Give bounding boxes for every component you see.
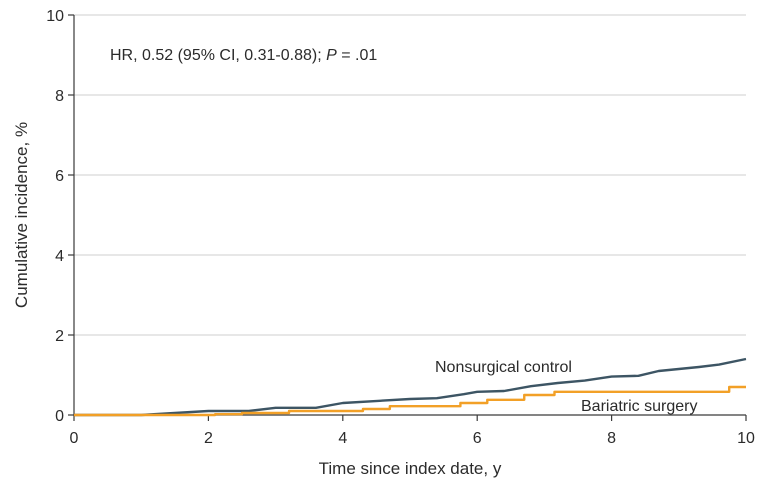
y-tick-label: 4 — [55, 248, 64, 265]
y-tick-label: 6 — [55, 168, 64, 185]
x-tick-label: 8 — [607, 430, 616, 447]
x-tick-label: 6 — [473, 430, 482, 447]
annotation-p-value: = .01 — [337, 47, 378, 64]
y-tick-label: 2 — [55, 328, 64, 345]
x-tick-label: 4 — [338, 430, 347, 447]
x-tick-label: 2 — [204, 430, 213, 447]
y-tick-label: 10 — [46, 8, 64, 25]
grid-lines — [74, 14, 746, 336]
axes — [68, 14, 747, 421]
y-tick-label: 8 — [55, 88, 64, 105]
y-tick-label: 0 — [55, 408, 64, 425]
x-tick-label: 0 — [70, 430, 79, 447]
y-axis-title: Cumulative incidence, % — [12, 122, 31, 308]
series-label-bariatric-surgery: Bariatric surgery — [581, 398, 697, 415]
series-line-bariatric-surgery — [74, 385, 746, 417]
x-axis-title: Time since index date, y — [319, 459, 502, 478]
x-tick-label: 10 — [737, 430, 755, 447]
labels: 0 2 4 6 8 10 0 2 4 6 8 10 Nonsurgical control Bariatr… — [46, 8, 755, 447]
series-lines — [74, 357, 747, 417]
annotation-p-symbol: P — [326, 47, 337, 64]
series-line-nonsurgical-control — [74, 357, 747, 417]
annotation-prefix: HR, 0.52 (95% CI, 0.31-0.88); — [110, 47, 326, 64]
series-label-nonsurgical-control: Nonsurgical control — [435, 359, 572, 376]
hazard-ratio-annotation: HR, 0.52 (95% CI, 0.31-0.88); P = .01 — [110, 47, 377, 64]
